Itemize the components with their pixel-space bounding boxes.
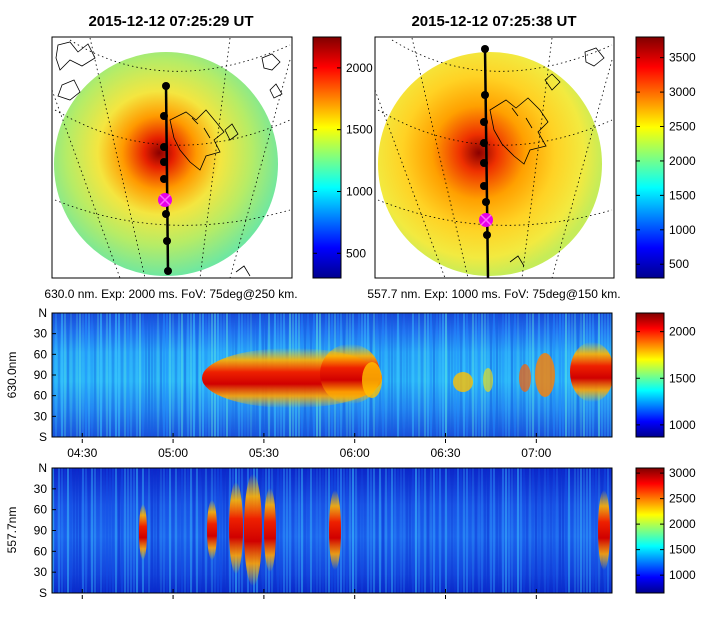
keogram-630-image (52, 313, 612, 437)
sky1-marker (164, 267, 172, 275)
colorbar-tick-label: 3000 (669, 466, 696, 480)
sky2-marker (480, 182, 488, 190)
colorbar-tick-label: 2500 (669, 120, 696, 134)
colorbar-tick-label: 2000 (669, 325, 696, 339)
sky2-title: 2015-12-12 07:25:38 UT (411, 13, 576, 30)
sky1-title: 2015-12-12 07:25:29 UT (88, 13, 253, 30)
sky1-frame (51, 36, 293, 279)
keogram-ytick-label: 30 (34, 409, 48, 423)
sky1-marker (163, 237, 171, 245)
keogram-ytick-label: S (39, 430, 47, 444)
colorbar-tick-label: 1500 (346, 123, 373, 137)
keogram-xtick-label: 06:00 (340, 446, 370, 460)
keogram-xtick-label: 05:00 (158, 446, 188, 460)
keogram-ytick-label: N (38, 461, 47, 475)
keogram-630-yticks: N 30 60 90 60 30 S (34, 306, 56, 444)
sky2-marker (480, 139, 488, 147)
colorbar-tick-label: 1500 (669, 188, 696, 202)
colorbar-tick-label: 1500 (669, 371, 696, 385)
sky1-marker (160, 158, 168, 166)
keogram-557-xticks (81, 589, 537, 599)
keogram-ytick-label: 60 (34, 544, 48, 558)
keogram-557-ylabel: 557.7nm (5, 507, 19, 554)
sky2-marker (480, 118, 488, 126)
sky2-frame (374, 36, 615, 279)
sky2-marker (480, 159, 488, 167)
keogram-630-colorbar-ticks: 1000 1500 2000 (636, 325, 696, 432)
keogram-ytick-label: N (38, 306, 47, 320)
sky1-colorbar (312, 36, 342, 279)
keogram-ytick-label: 60 (34, 389, 48, 403)
sky2-marker (481, 91, 489, 99)
keogram-xtick-label: 06:30 (430, 446, 460, 460)
sky1-colorbar-ticks: 500 1000 1500 2000 (313, 61, 373, 260)
colorbar-tick-label: 3000 (669, 85, 696, 99)
colorbar-tick-label: 500 (346, 246, 366, 260)
sky2-caption: 557.7 nm. Exp: 1000 ms. FoV: 75deg@150 k… (367, 287, 620, 301)
keogram-xtick-label: 05:30 (249, 446, 279, 460)
sky2-colorbar-ticks: 500 1000 1500 2000 2500 3000 3500 (636, 51, 696, 271)
colorbar-tick-label: 1000 (669, 418, 696, 432)
sky1-marker (162, 82, 170, 90)
colorbar-tick-label: 1000 (346, 184, 373, 198)
sky1-marker (160, 143, 168, 151)
colorbar-tick-label: 2000 (669, 154, 696, 168)
colorbar-tick-label: 1000 (669, 568, 696, 582)
colorbar-tick-label: 3500 (669, 51, 696, 65)
keogram-ytick-label: 30 (34, 327, 48, 341)
keogram-xtick-label: 07:00 (521, 446, 551, 460)
keogram-ytick-label: 30 (34, 565, 48, 579)
colorbar-tick-label: 2000 (669, 517, 696, 531)
sky1-marker (160, 175, 168, 183)
colorbar-tick-label: 1500 (669, 543, 696, 557)
sky2-colorbar (635, 36, 665, 279)
keogram-630-ylabel: 630.0nm (5, 352, 19, 399)
sky1-caption: 630.0 nm. Exp: 2000 ms. FoV: 75deg@250 k… (44, 287, 297, 301)
colorbar-tick-label: 1000 (669, 223, 696, 237)
sky1-markers (160, 82, 172, 275)
colorbar-tick-label: 500 (669, 257, 689, 271)
keogram-ytick-label: 30 (34, 482, 48, 496)
keogram-630-xticks: 04:30 05:00 05:30 06:00 06:30 07:00 (67, 433, 552, 460)
keogram-ytick-label: 60 (34, 347, 48, 361)
sky2-image (375, 37, 614, 278)
keogram-557-image (52, 468, 612, 593)
keogram-557-yticks: N 30 60 90 60 30 S (34, 461, 56, 600)
keogram-630-colorbar (635, 312, 665, 438)
sky1-marker (162, 210, 170, 218)
sky2-marker (483, 231, 491, 239)
keogram-xtick-label: 04:30 (67, 446, 97, 460)
sky1-marker (160, 112, 168, 120)
keogram-ytick-label: S (39, 586, 47, 600)
colorbar-tick-label: 2500 (669, 492, 696, 506)
sky2-marker (481, 45, 489, 53)
sky2-marker (482, 198, 490, 206)
sky2-markers (480, 45, 491, 239)
keogram-ytick-label: 90 (34, 524, 48, 538)
keogram-ytick-label: 60 (34, 503, 48, 517)
keogram-ytick-label: 90 (34, 368, 48, 382)
keogram-557-colorbar-ticks: 1000 1500 2000 2500 3000 (636, 466, 696, 582)
sky1-image (52, 37, 292, 278)
keogram-557-colorbar (635, 467, 665, 594)
colorbar-tick-label: 2000 (346, 61, 373, 75)
